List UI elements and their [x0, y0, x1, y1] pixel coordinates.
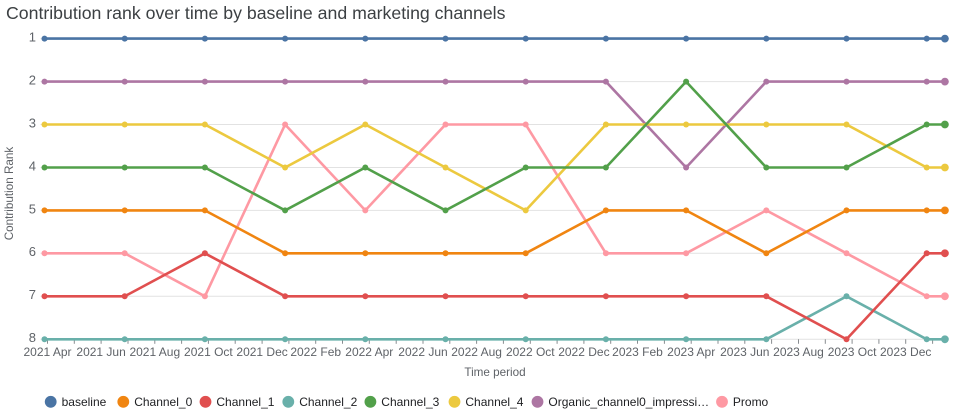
svg-text:Channel_4: Channel_4: [465, 395, 523, 409]
svg-text:Contribution rank over time by: Contribution rank over time by baseline …: [6, 3, 506, 23]
svg-text:Promo: Promo: [733, 395, 769, 409]
svg-text:2023 Dec: 2023 Dec: [880, 345, 931, 359]
svg-text:Channel_3: Channel_3: [381, 395, 439, 409]
svg-text:2021 Dec: 2021 Dec: [236, 345, 287, 359]
svg-text:2021 Oct: 2021 Oct: [184, 345, 233, 359]
svg-text:2022 Oct: 2022 Oct: [506, 345, 555, 359]
svg-text:8: 8: [29, 330, 36, 345]
svg-text:4: 4: [29, 158, 36, 173]
svg-text:2021 Jun: 2021 Jun: [76, 345, 125, 359]
svg-text:Time period: Time period: [464, 366, 525, 379]
svg-text:Channel_2: Channel_2: [299, 395, 357, 409]
svg-text:7: 7: [29, 287, 36, 302]
svg-text:2022 Apr: 2022 Apr: [345, 345, 393, 359]
svg-text:2022 Aug: 2022 Aug: [451, 345, 502, 359]
svg-text:2021 Aug: 2021 Aug: [129, 345, 180, 359]
svg-text:2023 Jun: 2023 Jun: [720, 345, 769, 359]
svg-text:Channel_1: Channel_1: [216, 395, 274, 409]
svg-text:Organic_channel0_impressi…: Organic_channel0_impressi…: [548, 395, 709, 409]
svg-text:2023 Aug: 2023 Aug: [773, 345, 824, 359]
svg-text:2022 Jun: 2022 Jun: [398, 345, 447, 359]
svg-text:2021 Apr: 2021 Apr: [23, 345, 71, 359]
svg-text:2: 2: [29, 73, 36, 88]
svg-text:2023 Feb: 2023 Feb: [612, 345, 663, 359]
svg-text:2022 Feb: 2022 Feb: [290, 345, 341, 359]
svg-text:Contribution Rank: Contribution Rank: [3, 147, 16, 241]
svg-text:3: 3: [29, 115, 36, 130]
svg-text:5: 5: [29, 201, 36, 216]
svg-text:Channel_0: Channel_0: [134, 395, 192, 409]
svg-text:2023 Apr: 2023 Apr: [667, 345, 715, 359]
svg-text:1: 1: [29, 30, 36, 45]
svg-text:2023 Oct: 2023 Oct: [828, 345, 877, 359]
svg-text:baseline: baseline: [62, 395, 107, 409]
svg-text:2022 Dec: 2022 Dec: [558, 345, 609, 359]
svg-text:6: 6: [29, 244, 36, 259]
